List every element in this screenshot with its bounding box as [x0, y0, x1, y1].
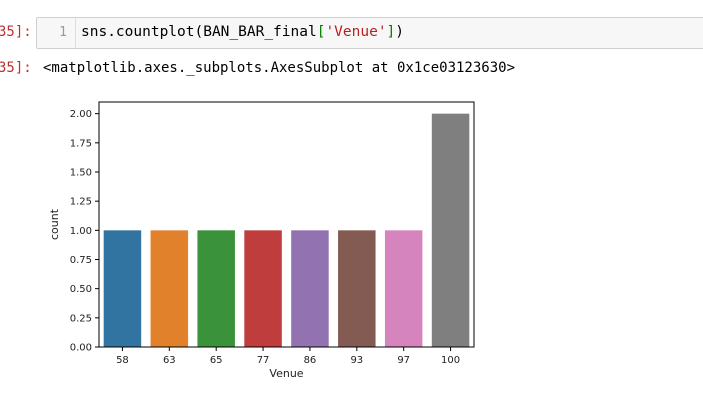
bar-97 — [384, 230, 423, 347]
code-cell-input[interactable]: 1 sns.countplot(BAN_BAR_final['Venue']) — [36, 17, 703, 49]
y-tick-label: 0.75 — [70, 255, 92, 266]
x-tick-label-93: 93 — [350, 355, 363, 366]
input-prompt: 35]: — [0, 24, 32, 40]
x-axis-label: Venue — [269, 367, 303, 380]
x-tick-label-65: 65 — [210, 355, 223, 366]
y-tick-label: 0.00 — [70, 343, 92, 354]
y-axis: 0.00 0.25 0.50 0.75 1.00 1.25 1.50 1.75 2.00 — [70, 109, 99, 354]
x-tick-label-77: 77 — [257, 355, 270, 366]
x-tick-label-100: 100 — [441, 355, 460, 366]
y-tick-label: 1.00 — [70, 226, 92, 237]
axes-frame — [98, 101, 475, 348]
bar-65 — [197, 230, 235, 347]
line-number-gutter: 1 — [37, 18, 76, 48]
bar-93 — [338, 230, 376, 347]
x-axis: 58 63 65 77 86 93 97 100 — [116, 347, 460, 366]
code-bracket-open: [ — [316, 24, 326, 40]
x-tick-label-86: 86 — [304, 355, 317, 366]
bar-58 — [103, 230, 142, 347]
y-tick-label: 1.75 — [70, 138, 92, 149]
bar-86 — [291, 230, 329, 347]
y-tick-label: 0.50 — [70, 284, 92, 295]
bars-group — [103, 113, 470, 348]
x-tick-label-58: 58 — [116, 355, 129, 366]
code-string: 'Venue' — [325, 24, 387, 40]
output-repr-text: <matplotlib.axes._subplots.AxesSubplot a… — [43, 60, 516, 76]
x-tick-label-97: 97 — [397, 355, 410, 366]
code-paren-close: ) — [395, 24, 405, 40]
y-axis-label: count — [48, 208, 61, 240]
y-tick-label: 2.00 — [70, 109, 92, 120]
line-number: 1 — [59, 25, 67, 40]
code-line[interactable]: sns.countplot(BAN_BAR_final['Venue']) — [81, 24, 404, 40]
bar-77 — [244, 230, 282, 347]
output-prompt: 35]: — [0, 60, 32, 76]
bar-100 — [431, 113, 470, 348]
bar-63 — [150, 230, 189, 347]
code-call: sns.countplot(BAN_BAR_final — [81, 24, 317, 40]
code-bracket-close: ] — [386, 24, 396, 40]
x-tick-label-63: 63 — [163, 355, 176, 366]
y-tick-label: 1.25 — [70, 197, 92, 208]
y-tick-label: 1.50 — [70, 168, 92, 179]
y-tick-label: 0.25 — [70, 313, 92, 324]
